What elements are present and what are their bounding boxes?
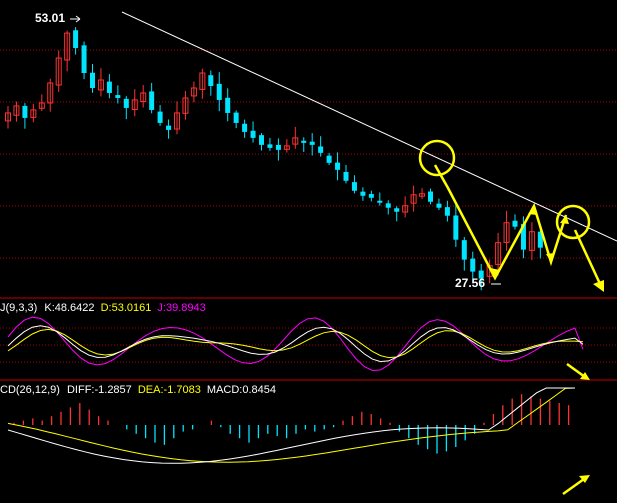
- candle-body-39: [335, 162, 341, 170]
- candle-body-23: [199, 72, 206, 90]
- candle-body-11: [97, 79, 104, 91]
- kdj-k-line: [7, 325, 584, 363]
- high-price-label: 53.01: [35, 11, 66, 25]
- candle-body-8: [73, 30, 79, 49]
- candle-body-30: [259, 135, 264, 145]
- candle-body-16: [140, 92, 147, 103]
- candle-body-10: [90, 72, 95, 88]
- candle-body-20: [174, 112, 180, 130]
- kdj-title: J(9,3,3): [0, 302, 38, 314]
- candle-body-14: [123, 98, 129, 108]
- candle-body-6: [55, 57, 62, 86]
- candle-body-17: [149, 91, 155, 110]
- candle-body-2: [22, 105, 28, 118]
- kdj-d-line: [7, 328, 584, 359]
- candle-body-48: [410, 194, 417, 204]
- candle-body-0: [5, 112, 11, 122]
- candle-body-35: [301, 140, 307, 143]
- forecast-down-arrow-line: [573, 229, 603, 287]
- candle-body-26: [225, 97, 231, 113]
- candle-body-19: [166, 125, 172, 130]
- kdj-j-line: [7, 316, 584, 372]
- candle-body-28: [242, 123, 248, 132]
- macd-arrow-line: [562, 477, 585, 496]
- candle-body-12: [106, 81, 112, 93]
- candle-body-53: [453, 215, 459, 240]
- candle-body-37: [318, 146, 324, 153]
- kdj-k-value: K:48.6422: [44, 302, 95, 314]
- candle-body-5: [47, 82, 54, 104]
- macd-arrow-head: [579, 475, 590, 483]
- resistance-trendline: [121, 11, 617, 242]
- high-marker-arrow: [75, 15, 81, 23]
- candle-body-13: [115, 95, 121, 98]
- candle-body-4: [38, 102, 45, 109]
- candle-body-33: [283, 145, 290, 150]
- kdj-header: J(9,3,3) K:48.6422 D:53.0161 J:39.8943: [0, 302, 206, 314]
- candle-body-42: [360, 191, 366, 196]
- kdj-d-value: D:53.0161: [100, 302, 152, 314]
- candle-body-24: [208, 75, 214, 86]
- candle-body-27: [233, 112, 239, 123]
- candle-body-54: [461, 240, 467, 260]
- kdj-arrow-line: [566, 362, 586, 379]
- candle-body-50: [428, 191, 433, 202]
- candle-body-41: [351, 182, 357, 191]
- candle-body-62: [528, 231, 535, 251]
- candle-body-56: [478, 270, 484, 279]
- candle-body-60: [512, 220, 518, 227]
- candle-body-51: [436, 203, 442, 208]
- candle-body-21: [182, 97, 189, 114]
- candle-body-55: [470, 258, 476, 272]
- candle-body-43: [368, 194, 374, 198]
- candle-body-59: [503, 222, 510, 243]
- low-price-label: 27.56: [455, 276, 486, 290]
- candle-body-49: [419, 193, 426, 197]
- zigzag-arrow-low: [490, 268, 500, 278]
- candle-body-32: [275, 144, 281, 150]
- candle-body-29: [250, 130, 256, 138]
- macd-diff-value: DIFF:-1.2857: [66, 384, 132, 396]
- candle-body-52: [444, 207, 450, 216]
- macd-dea-line: [7, 387, 576, 463]
- zigzag-arrow-high: [528, 206, 537, 215]
- candle-body-58: [495, 242, 502, 265]
- candle-body-47: [402, 205, 409, 213]
- candle-body-40: [343, 171, 349, 181]
- macd-dea-value: DEA:-1.7083: [137, 384, 201, 396]
- macd-header: CD(26,12,9) DIFF:-1.2857 DEA:-1.7083 MAC…: [0, 384, 276, 396]
- candle-body-44: [377, 200, 383, 203]
- candle-body-22: [190, 87, 197, 97]
- candle-body-15: [131, 99, 138, 111]
- candle-body-36: [309, 141, 315, 145]
- candle-body-34: [292, 137, 299, 145]
- macd-histogram-value: MACD:0.8454: [206, 384, 276, 396]
- candle-body-38: [326, 155, 332, 163]
- candle-body-61: [520, 223, 526, 250]
- candle-body-46: [394, 208, 400, 212]
- candle-body-31: [267, 144, 273, 148]
- kdj-arrow-head: [580, 372, 590, 380]
- zigzag-arrow-low2: [546, 253, 555, 262]
- kdj-j-value: J:39.8943: [157, 302, 206, 314]
- candle-body-1: [13, 105, 20, 116]
- macd-title: CD(26,12,9): [0, 384, 60, 396]
- annotation-circle-1: [418, 139, 456, 177]
- candle-body-63: [537, 231, 543, 248]
- macd-diff-line: [7, 387, 575, 464]
- forecast-down-arrow-head: [593, 280, 604, 292]
- candle-body-18: [157, 111, 163, 123]
- candle-body-45: [385, 203, 391, 208]
- candle-body-7: [64, 32, 71, 61]
- annotation-circle-2: [555, 204, 591, 240]
- zigzag-arrow-high2: [560, 215, 569, 224]
- candle-body-25: [216, 83, 222, 100]
- candle-body-9: [81, 45, 87, 74]
- candle-body-3: [30, 109, 37, 118]
